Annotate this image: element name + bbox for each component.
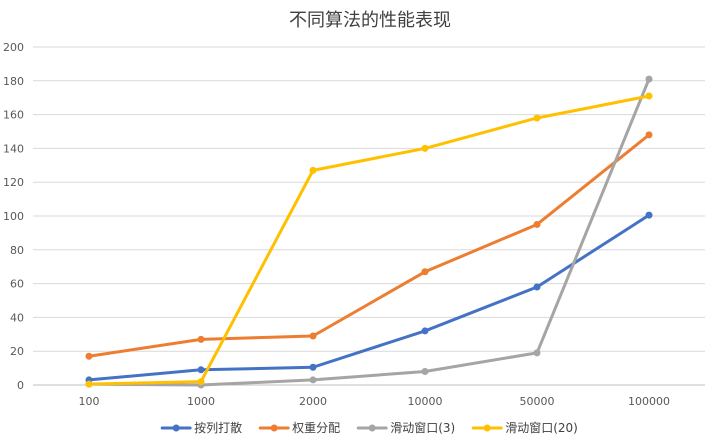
data-point: [533, 283, 541, 291]
y-tick-label: 80: [10, 244, 24, 257]
legend-item: 权重分配: [258, 421, 340, 435]
y-tick-label: 100: [3, 210, 24, 223]
series-group: [85, 92, 653, 388]
data-point: [197, 366, 205, 374]
legend-item: 滑动窗口(20): [471, 421, 578, 435]
legend: 按列打散 权重分配 滑动窗口(3) 滑动窗口(20): [160, 420, 578, 435]
series-group: [85, 131, 653, 360]
legend-swatch-marker: [270, 424, 278, 432]
x-tick-label: 100: [79, 395, 100, 408]
y-tick-label: 200: [3, 41, 24, 54]
legend-label: 按列打散: [194, 420, 242, 435]
data-point: [85, 380, 93, 388]
data-point: [85, 352, 93, 360]
data-point: [309, 332, 317, 340]
legend-label: 滑动窗口(3): [390, 421, 455, 435]
data-point: [645, 92, 653, 100]
x-tick-label: 10000: [408, 395, 443, 408]
data-point: [421, 327, 429, 335]
y-tick-label: 120: [3, 176, 24, 189]
data-point: [533, 114, 541, 122]
grid-lines: [33, 46, 705, 386]
legend-swatch-marker: [483, 424, 491, 432]
y-tick-label: 20: [10, 345, 24, 358]
data-point: [533, 220, 541, 228]
y-tick-label: 180: [3, 75, 24, 88]
series-group: [85, 211, 653, 384]
x-tick-label: 50000: [520, 395, 555, 408]
series-line: [87, 77, 651, 387]
series-line: [87, 133, 651, 358]
y-tick-label: 60: [10, 278, 24, 291]
data-point: [645, 75, 653, 83]
x-axis-ticks: 100 1000 2000 10000 50000 100000: [79, 395, 671, 408]
data-point: [421, 268, 429, 276]
chart-title: 不同算法的性能表现: [289, 10, 451, 31]
data-point: [197, 335, 205, 343]
legend-swatch-marker: [368, 424, 376, 432]
data-point: [309, 376, 317, 384]
legend-label: 权重分配: [292, 421, 340, 435]
series-group: [85, 75, 653, 389]
data-point: [421, 367, 429, 375]
x-tick-label: 1000: [187, 395, 215, 408]
y-tick-label: 160: [3, 109, 24, 122]
data-point: [645, 131, 653, 139]
legend-item: 按列打散: [160, 420, 242, 435]
data-point: [533, 349, 541, 357]
y-tick-label: 140: [3, 142, 24, 155]
series-line: [87, 94, 651, 386]
series-line: [87, 213, 651, 382]
legend-label: 滑动窗口(20): [505, 421, 578, 435]
data-point: [197, 378, 205, 386]
y-tick-label: 40: [10, 311, 24, 324]
legend-swatch-marker: [172, 424, 180, 432]
data-point: [309, 166, 317, 174]
data-point: [421, 144, 429, 152]
series-lines: [85, 75, 653, 389]
y-tick-label: 0: [17, 379, 24, 392]
x-tick-label: 2000: [299, 395, 327, 408]
data-point: [309, 363, 317, 371]
legend-item: 滑动窗口(3): [356, 421, 455, 435]
x-tick-label: 100000: [628, 395, 670, 408]
data-point: [645, 211, 653, 219]
y-axis-ticks: 0 20 40 60 80 100 120 140 160 180 200: [3, 41, 24, 392]
